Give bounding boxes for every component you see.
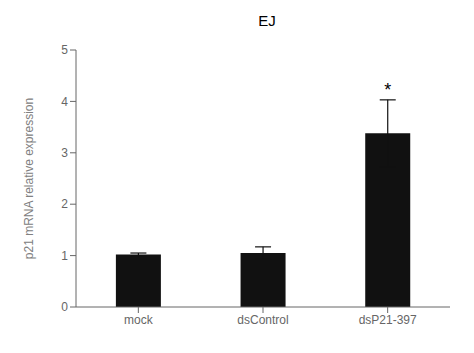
svg-text:2: 2 — [61, 197, 68, 211]
svg-text:0: 0 — [61, 300, 68, 314]
svg-text:*: * — [384, 80, 391, 100]
svg-text:dsControl: dsControl — [237, 313, 288, 327]
svg-text:4: 4 — [61, 95, 68, 109]
svg-text:3: 3 — [61, 146, 68, 160]
svg-text:p21 mRNA relative expression: p21 mRNA relative expression — [22, 98, 36, 259]
svg-text:1: 1 — [61, 249, 68, 263]
svg-text:5: 5 — [61, 43, 68, 57]
html-text:EJ: EJ — [258, 12, 276, 29]
svg-text:dsP21-397: dsP21-397 — [359, 313, 417, 327]
svg-text:mock: mock — [124, 313, 154, 327]
